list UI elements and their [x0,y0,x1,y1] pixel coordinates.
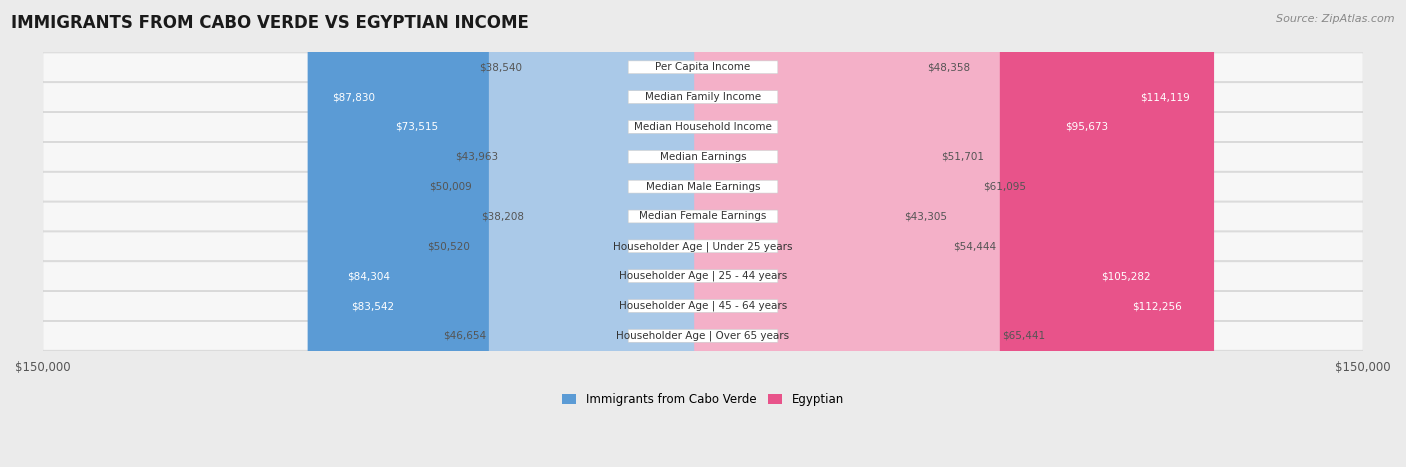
FancyBboxPatch shape [371,0,711,467]
Text: $43,305: $43,305 [904,212,948,221]
Text: $87,830: $87,830 [332,92,375,102]
Text: Householder Age | 45 - 64 years: Householder Age | 45 - 64 years [619,301,787,311]
Text: $114,119: $114,119 [1140,92,1189,102]
Text: $46,654: $46,654 [443,331,486,341]
Text: $61,095: $61,095 [983,182,1026,191]
Text: $84,304: $84,304 [347,271,391,281]
FancyBboxPatch shape [695,0,939,467]
FancyBboxPatch shape [524,0,711,467]
FancyBboxPatch shape [695,0,1175,467]
Text: $83,542: $83,542 [350,301,394,311]
Text: Median Earnings: Median Earnings [659,152,747,162]
FancyBboxPatch shape [326,0,711,467]
FancyBboxPatch shape [42,291,1364,320]
FancyBboxPatch shape [489,0,711,467]
FancyBboxPatch shape [42,202,1364,231]
FancyBboxPatch shape [628,270,778,283]
Text: $50,520: $50,520 [427,241,470,251]
FancyBboxPatch shape [323,0,711,467]
FancyBboxPatch shape [695,0,1000,467]
FancyBboxPatch shape [42,113,1364,142]
FancyBboxPatch shape [695,0,981,467]
Text: Householder Age | Over 65 years: Householder Age | Over 65 years [616,331,790,341]
Text: $50,009: $50,009 [429,182,472,191]
FancyBboxPatch shape [628,120,778,134]
FancyBboxPatch shape [308,0,711,467]
FancyBboxPatch shape [628,91,778,104]
Text: $105,282: $105,282 [1101,271,1152,281]
FancyBboxPatch shape [628,180,778,193]
FancyBboxPatch shape [526,0,711,467]
FancyBboxPatch shape [628,61,778,74]
FancyBboxPatch shape [695,0,903,467]
FancyBboxPatch shape [472,0,711,467]
Text: $73,515: $73,515 [395,122,439,132]
Text: $51,701: $51,701 [942,152,984,162]
FancyBboxPatch shape [628,300,778,312]
Text: IMMIGRANTS FROM CABO VERDE VS EGYPTIAN INCOME: IMMIGRANTS FROM CABO VERDE VS EGYPTIAN I… [11,14,529,32]
FancyBboxPatch shape [628,329,778,342]
Text: $95,673: $95,673 [1066,122,1109,132]
Text: Median Female Earnings: Median Female Earnings [640,212,766,221]
Text: Householder Age | 25 - 44 years: Householder Age | 25 - 44 years [619,271,787,282]
FancyBboxPatch shape [695,0,1206,467]
FancyBboxPatch shape [42,83,1364,112]
FancyBboxPatch shape [628,210,778,223]
FancyBboxPatch shape [628,240,778,253]
FancyBboxPatch shape [695,0,925,467]
FancyBboxPatch shape [695,0,1133,467]
Text: $112,256: $112,256 [1132,301,1181,311]
Text: $38,208: $38,208 [481,212,524,221]
Text: $54,444: $54,444 [953,241,997,251]
Text: Median Household Income: Median Household Income [634,122,772,132]
Text: $48,358: $48,358 [927,62,970,72]
FancyBboxPatch shape [42,172,1364,201]
FancyBboxPatch shape [501,0,711,467]
FancyBboxPatch shape [42,262,1364,290]
FancyBboxPatch shape [695,0,1213,467]
Text: Median Male Earnings: Median Male Earnings [645,182,761,191]
FancyBboxPatch shape [628,150,778,163]
Text: $65,441: $65,441 [1002,331,1045,341]
FancyBboxPatch shape [42,232,1364,261]
FancyBboxPatch shape [42,53,1364,82]
FancyBboxPatch shape [42,321,1364,350]
Text: Median Family Income: Median Family Income [645,92,761,102]
Text: $43,963: $43,963 [456,152,499,162]
Legend: Immigrants from Cabo Verde, Egyptian: Immigrants from Cabo Verde, Egyptian [557,388,849,410]
FancyBboxPatch shape [42,142,1364,171]
Text: Householder Age | Under 25 years: Householder Age | Under 25 years [613,241,793,252]
Text: $38,540: $38,540 [479,62,523,72]
Text: Source: ZipAtlas.com: Source: ZipAtlas.com [1277,14,1395,24]
FancyBboxPatch shape [695,0,952,467]
FancyBboxPatch shape [474,0,711,467]
Text: Per Capita Income: Per Capita Income [655,62,751,72]
